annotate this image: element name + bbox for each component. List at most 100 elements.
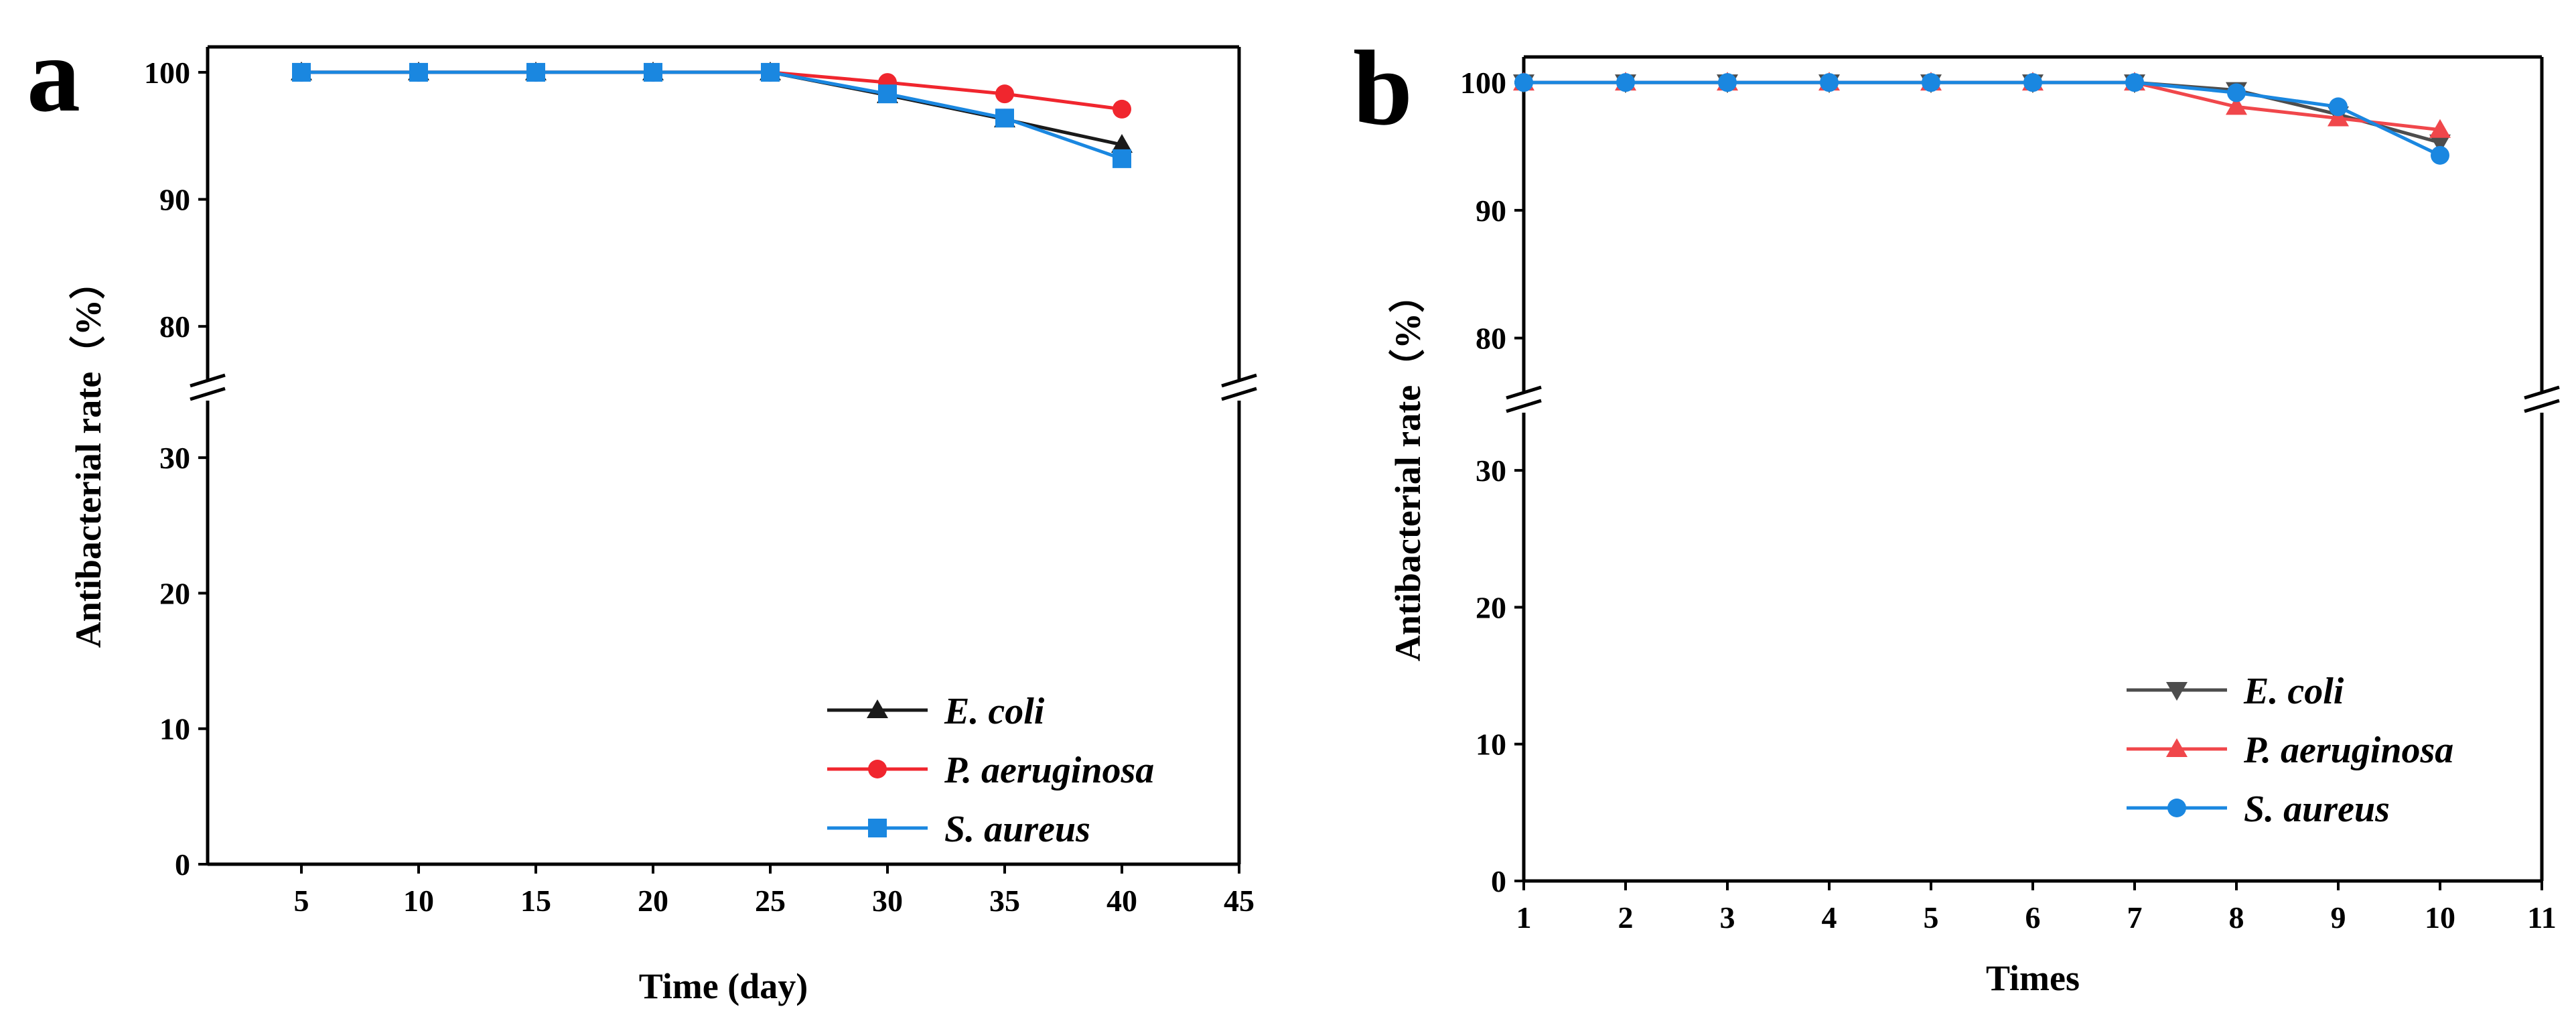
data-point (526, 62, 545, 82)
x-tick-label: 1 (1516, 900, 1532, 935)
y-axis-title: Antibacterial rate（%） (1388, 277, 1428, 661)
data-point (878, 84, 897, 104)
data-point (1514, 73, 1533, 92)
y-tick-label: 80 (1476, 322, 1506, 356)
x-tick-label: 6 (2025, 900, 2041, 935)
data-point (995, 84, 1014, 104)
data-point (2125, 73, 2144, 92)
data-point (1718, 73, 1737, 92)
x-tick-label: 5 (294, 884, 309, 918)
axis-break-mark (1506, 399, 1542, 413)
y-tick-label: 10 (159, 712, 190, 746)
x-tick-label: 4 (1822, 900, 1837, 935)
data-point (2226, 96, 2247, 115)
x-tick-label: 2 (1618, 900, 1634, 935)
legend-label: S. aureus (2244, 789, 2390, 830)
y-tick-label: 100 (144, 56, 190, 90)
y-tick-label: 90 (159, 183, 190, 217)
y-tick-label: 80 (159, 310, 190, 344)
legend-marker (868, 760, 887, 778)
legend-item: P. aeruginosa (827, 750, 1154, 791)
x-tick-label: 30 (872, 884, 903, 918)
axis-break-mark (190, 373, 226, 388)
axis-break-mark (1221, 387, 1257, 401)
axis-break-mark (1506, 385, 1542, 400)
x-tick-label: 20 (638, 884, 668, 918)
y-tick-label: 20 (159, 576, 190, 610)
legend-item: P. aeruginosa (2127, 730, 2453, 771)
data-point (1616, 73, 1635, 92)
data-point (995, 109, 1014, 128)
y-tick-label: 10 (1476, 728, 1506, 762)
legend-label: S. aureus (944, 809, 1090, 850)
y-tick-label: 0 (175, 847, 190, 882)
x-tick-label: 8 (2229, 900, 2244, 935)
y-tick-label: 30 (159, 441, 190, 475)
series-2 (292, 62, 1131, 168)
legend-item: S. aureus (827, 809, 1090, 850)
legend-item: S. aureus (2127, 789, 2390, 830)
panel-letter: b (1353, 28, 1413, 147)
y-tick-label: 100 (1460, 66, 1506, 100)
legend-marker (2167, 799, 2186, 817)
legend-label: E. coli (944, 691, 1045, 732)
data-point (1113, 149, 1131, 168)
x-tick-label: 5 (1924, 900, 1939, 935)
y-tick-label: 90 (1476, 194, 1506, 228)
axis-break-mark (1221, 373, 1257, 388)
data-point (644, 62, 662, 82)
x-tick-label: 7 (2127, 900, 2143, 935)
x-axis-title: Times (1986, 958, 2080, 998)
x-axis-title: Time (day) (639, 966, 808, 1006)
x-tick-label: 9 (2331, 900, 2346, 935)
data-point (2023, 73, 2042, 92)
y-tick-label: 0 (1491, 864, 1506, 898)
series-line (1524, 80, 2441, 145)
data-point (1820, 73, 1839, 92)
data-point (292, 62, 311, 82)
y-axis-title: Antibacterial rate（%） (68, 263, 109, 648)
data-point (1113, 99, 1131, 119)
y-tick-label: 20 (1476, 590, 1506, 624)
data-point (1922, 73, 1940, 92)
x-tick-label: 25 (755, 884, 786, 918)
legend-item: E. coli (827, 691, 1045, 732)
legend-label: E. coli (2243, 671, 2344, 712)
x-tick-label: 11 (2527, 900, 2556, 935)
x-tick-label: 3 (1720, 900, 1735, 935)
series-line (301, 70, 1123, 147)
chart-panel-a: a 0 10 20 30 80 90 100 5 10 15 20 25 30 35 40 45 Time (da… (27, 15, 1257, 1006)
legend-marker (2166, 738, 2188, 757)
panel-letter: a (27, 15, 80, 134)
x-tick-label: 35 (989, 884, 1020, 918)
data-point (409, 62, 428, 82)
y-tick-label: 30 (1476, 454, 1506, 488)
series-line (1524, 80, 2441, 157)
x-tick-label: 45 (1224, 884, 1255, 918)
data-point (2227, 83, 2246, 102)
legend-marker (868, 819, 887, 837)
data-point (2429, 119, 2451, 138)
series-2 (1514, 73, 2449, 165)
data-point (2329, 97, 2348, 117)
series-line (301, 70, 1123, 161)
legend-label: P. aeruginosa (2243, 730, 2453, 771)
legend-label: P. aeruginosa (944, 750, 1154, 791)
data-point (761, 62, 780, 82)
x-tick-label: 10 (2425, 900, 2455, 935)
data-point (2429, 134, 2451, 153)
data-point (2431, 145, 2449, 165)
data-point (1111, 134, 1133, 153)
chart-panel-b: b 0 10 20 30 80 90 100 1 2 3 4 5 6 7 8 9 10 11 Times Antibac… (1353, 28, 2560, 998)
legend-marker (867, 699, 888, 718)
x-tick-label: 40 (1106, 884, 1137, 918)
axis-break-mark (2524, 399, 2560, 413)
x-tick-label: 15 (520, 884, 551, 918)
legend-marker (2166, 682, 2188, 701)
axis-break-mark (2524, 385, 2560, 400)
data-point (2328, 107, 2349, 127)
x-tick-label: 10 (403, 884, 434, 918)
axis-break-mark (190, 387, 226, 401)
legend-item: E. coli (2127, 671, 2344, 712)
